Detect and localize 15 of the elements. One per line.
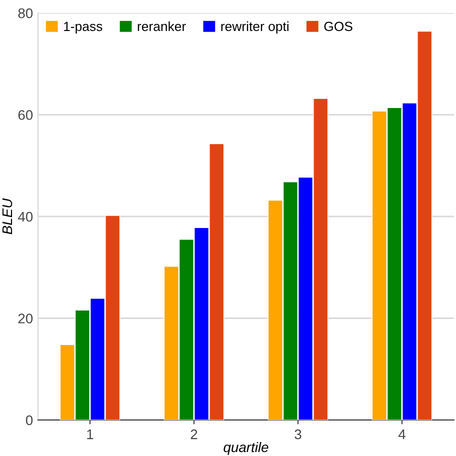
y-tick-label: 20	[18, 314, 33, 324]
legend-label: 1-pass	[64, 22, 102, 34]
x-tick-label: 3	[294, 429, 302, 440]
x-tick-label: 4	[398, 430, 406, 440]
x-axis-title: quartile	[224, 442, 268, 455]
y-tick-label: 0	[26, 415, 33, 426]
y-tick-label: 80	[18, 8, 33, 18]
legend-label: rewriter opti	[221, 21, 288, 34]
x-tick-label: 2	[190, 429, 198, 440]
y-axis-title: BLEU	[2, 198, 12, 234]
legend-label: GOS	[324, 22, 352, 32]
legend-label: reranker	[138, 21, 186, 32]
y-tick-label: 40	[18, 212, 33, 222]
y-tick-label: 60	[18, 110, 33, 120]
x-tick-label: 1	[87, 430, 94, 440]
